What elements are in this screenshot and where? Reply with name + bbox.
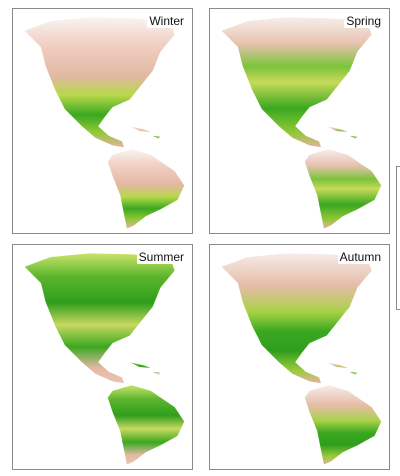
map-panel: Spring [209, 8, 390, 234]
panel-label: Summer [136, 250, 186, 264]
map [221, 253, 382, 465]
panel-label: Autumn [337, 250, 383, 264]
map-panel: Summer [12, 244, 193, 470]
map-panel: Winter [12, 8, 193, 234]
map [24, 17, 185, 229]
map [24, 253, 185, 465]
panel-label: Winter [147, 14, 186, 28]
map-panel: Autumn [209, 244, 390, 470]
panel-label: Spring [344, 14, 383, 28]
legend-box [396, 166, 400, 310]
map [221, 17, 382, 229]
